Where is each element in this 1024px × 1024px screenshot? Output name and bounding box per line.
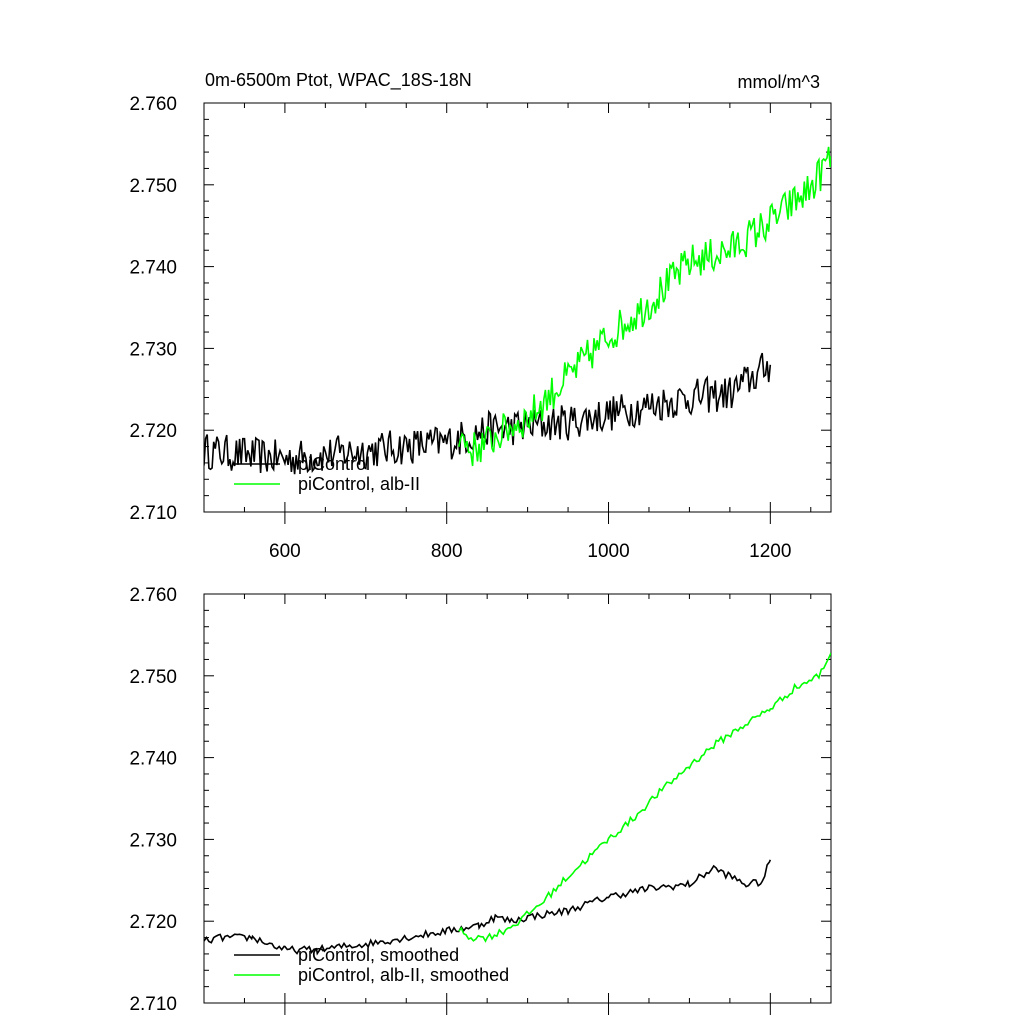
legend-label: piControl, smoothed — [298, 945, 459, 965]
x-tick-label: 800 — [431, 541, 463, 562]
top-panel: 0m-6500m Ptot, WPAC_18S-18N mmol/m^3 2.7… — [129, 70, 832, 562]
y-tick-label: 2.740 — [129, 749, 177, 770]
y-tick-label: 2.710 — [129, 503, 177, 524]
y-tick-label: 2.750 — [129, 667, 177, 688]
y-tick-label: 2.760 — [129, 585, 177, 606]
x-tick-label: 600 — [269, 541, 301, 562]
series-line-1 — [458, 652, 831, 943]
chart-title: 0m-6500m Ptot, WPAC_18S-18N — [205, 70, 472, 91]
series-line-0 — [204, 352, 772, 475]
y-tick-label: 2.730 — [129, 830, 177, 851]
y-tick-label: 2.720 — [129, 912, 177, 933]
plot-frame — [203, 593, 832, 1004]
y-tick-label: 2.740 — [129, 258, 177, 279]
series-line-0 — [204, 859, 772, 956]
x-tick-label: 1000 — [587, 541, 629, 562]
top-plot-area: 2.710 2.720 2.730 2.740 2.750 2.760 600 800 1000… — [129, 94, 832, 562]
legend-label: piControl, alb-II — [298, 474, 420, 494]
series-line-1 — [458, 146, 831, 467]
y-tick-label: 2.730 — [129, 339, 177, 360]
y-tick-label: 2.710 — [129, 994, 177, 1015]
legend-label: piControl — [298, 454, 370, 474]
y-tick-label: 2.760 — [129, 94, 177, 115]
units-label: mmol/m^3 — [738, 72, 820, 92]
bottom-panel: 2.710 2.720 2.730 2.740 2.750 2.760 piControl,… — [129, 585, 832, 1015]
y-tick-label: 2.720 — [129, 421, 177, 442]
y-tick-label: 2.750 — [129, 176, 177, 197]
plot-frame — [203, 102, 832, 513]
x-tick-label: 1200 — [749, 541, 791, 562]
bottom-plot-area: 2.710 2.720 2.730 2.740 2.750 2.760 piControl,… — [129, 585, 832, 1015]
legend-label: piControl, alb-II, smoothed — [298, 965, 509, 985]
